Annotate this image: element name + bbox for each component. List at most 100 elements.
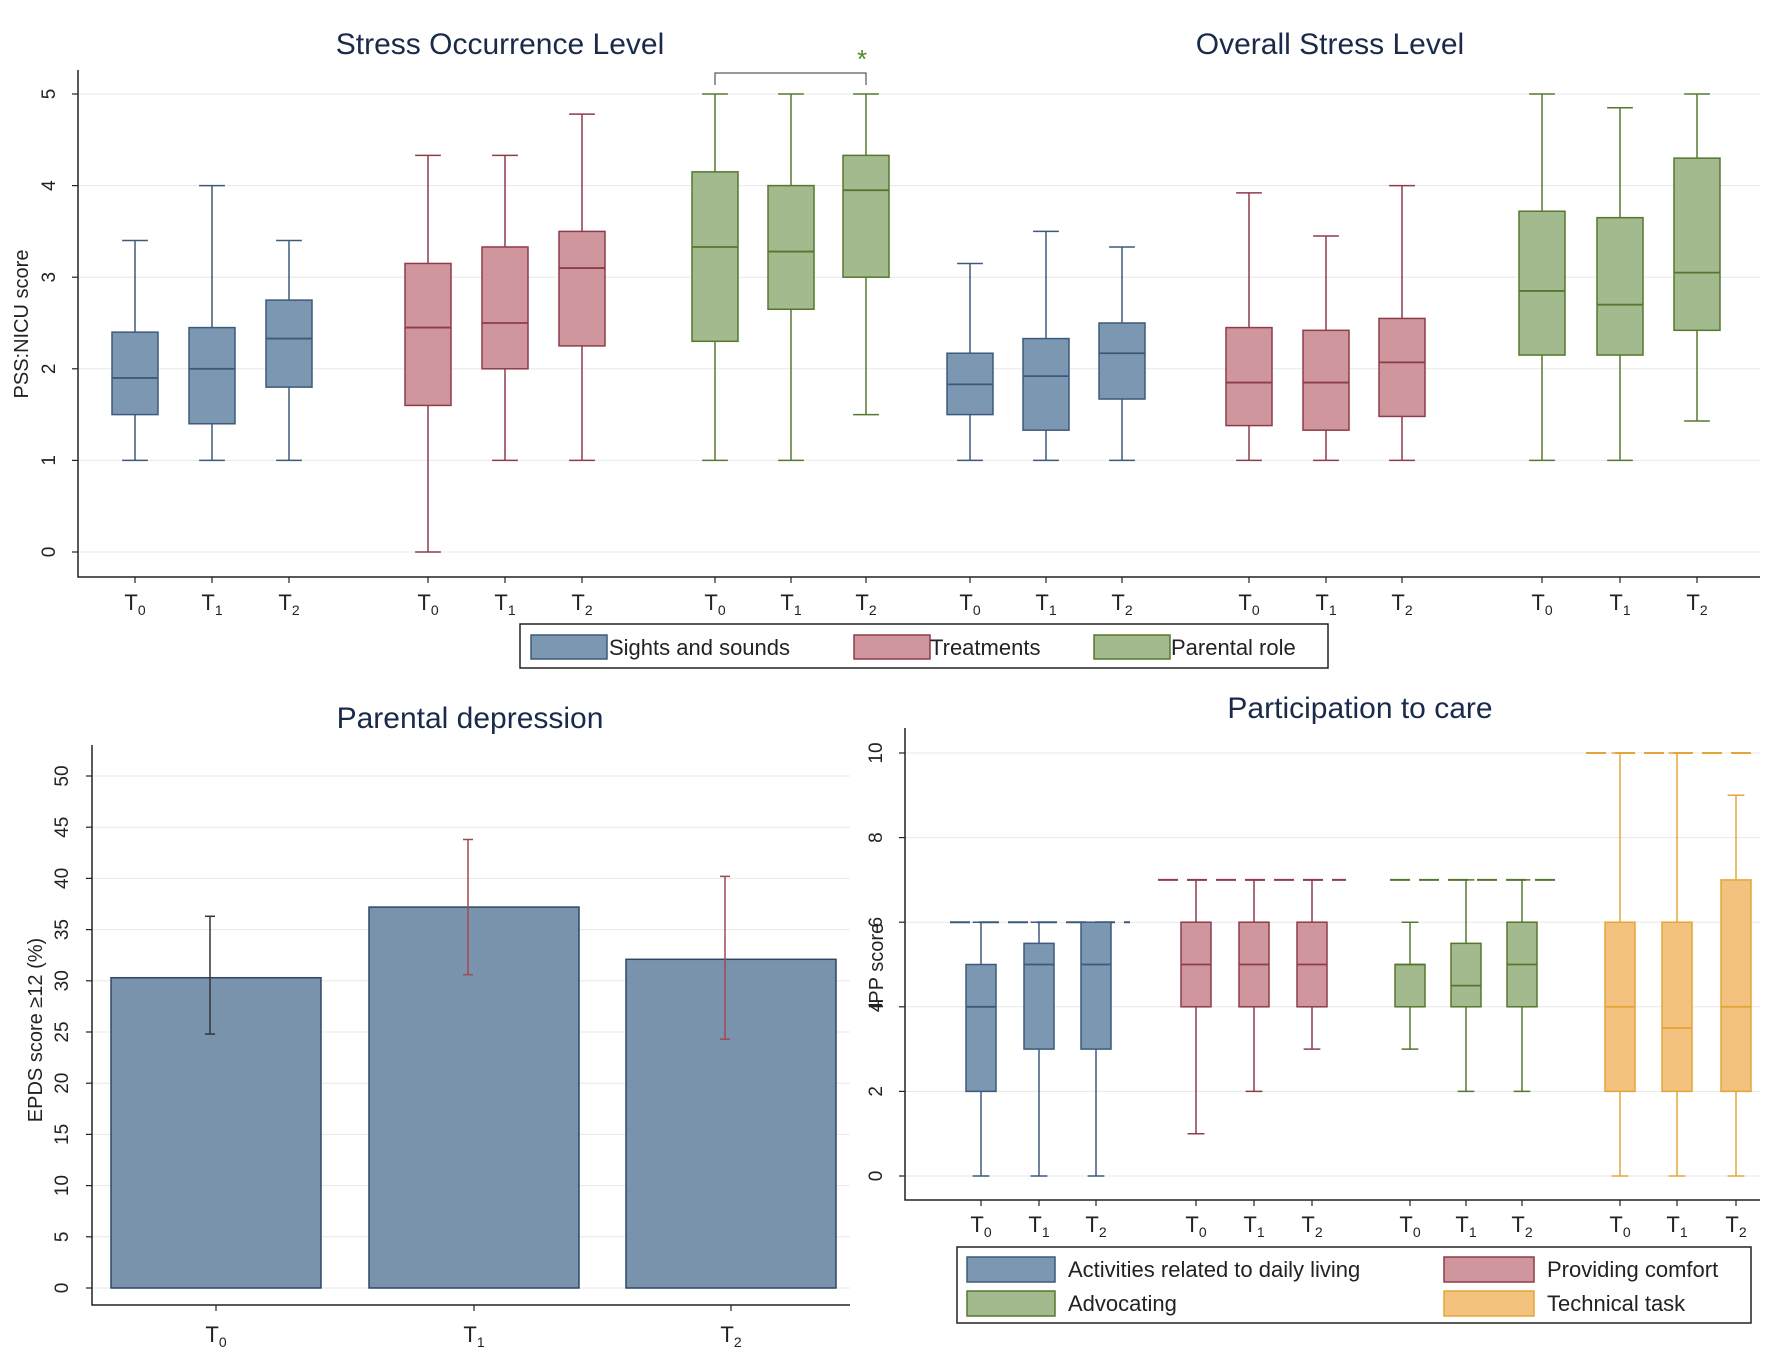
stress-ytick-label: 0: [39, 547, 60, 558]
participation-box: [1661, 752, 1693, 1177]
legend-label-sights-and-sounds: Sights and sounds: [609, 635, 790, 660]
stress-box-iqr: [1302, 329, 1350, 431]
participation-box: [1023, 921, 1055, 1177]
participation-ytick-label: 6: [866, 917, 887, 928]
depression-ytick-label: 15: [52, 1124, 73, 1145]
participation-box: [1180, 879, 1212, 1135]
legend-swatch-daily-living: [966, 1256, 1056, 1283]
stress-box-iqr: [481, 246, 529, 370]
stress-box: [691, 93, 739, 462]
stress-box: [1022, 230, 1070, 462]
stress-box-iqr: [1022, 337, 1070, 431]
participation-ytick-label: 10: [866, 742, 887, 763]
stress-box: [481, 154, 529, 462]
stress-box: [188, 184, 236, 462]
participation-box-iqr: [1720, 879, 1752, 1093]
participation-ytick-label: 2: [866, 1086, 887, 1097]
legend-label-providing-comfort: Providing comfort: [1547, 1257, 1718, 1282]
stress-box: [1098, 246, 1146, 462]
stress-box: [404, 154, 452, 553]
legend-label-technical-task: Technical task: [1547, 1291, 1686, 1316]
depression-ytick-label: 35: [52, 919, 73, 940]
depression-y-axis-label: EPDS score ≥12 (%): [25, 938, 47, 1122]
stress-ytick-label: 5: [39, 89, 60, 100]
legend-swatch-parental-role: [1093, 634, 1171, 660]
depression-ytick-label: 25: [52, 1021, 73, 1042]
depression-ytick-label: 50: [52, 765, 73, 786]
participation-legend: Activities related to daily living Provi…: [956, 1246, 1752, 1324]
stress-box-iqr: [1378, 317, 1426, 418]
stress-box-iqr: [1518, 210, 1566, 356]
stress-y-axis-label: PSS:NICU score: [11, 250, 33, 399]
stress-box-iqr: [691, 171, 739, 343]
depression-ytick-label: 20: [52, 1073, 73, 1094]
legend-swatch-providing-comfort: [1443, 1256, 1535, 1283]
participation-axes: [904, 728, 1760, 1201]
participation-legend-frame: [956, 1246, 1752, 1324]
participation-box-iqr: [1394, 963, 1426, 1008]
stress-box: [767, 93, 815, 462]
depression-ytick-label: 0: [52, 1283, 73, 1294]
participation-box: [1296, 879, 1328, 1050]
legend-swatch-sights-and-sounds: [530, 634, 608, 660]
participation-ytick-label: 4: [866, 1001, 887, 1012]
participation-title: Participation to care: [1227, 692, 1492, 725]
stress-box: [1378, 184, 1426, 462]
stress-box-iqr: [404, 262, 452, 407]
overall-stress-title: Overall Stress Level: [1196, 28, 1464, 61]
stress-box: [946, 262, 994, 462]
significance-star: *: [857, 44, 867, 74]
legend-label-parental-role: Parental role: [1171, 635, 1296, 660]
stress-box-iqr: [1673, 157, 1721, 332]
participation-box-iqr: [965, 963, 997, 1093]
stress-ytick-label: 2: [39, 364, 60, 375]
legend-swatch-advocating: [966, 1290, 1056, 1317]
participation-box: [1080, 921, 1112, 1177]
participation-box: [1604, 752, 1636, 1177]
stress-box: [111, 239, 159, 462]
depression-title: Parental depression: [337, 702, 604, 735]
stress-box-iqr: [1596, 216, 1644, 356]
stress-box: [1518, 93, 1566, 462]
stress-panel: Stress Occurrence Level Overall Stress L…: [11, 28, 1760, 669]
stress-box-iqr: [265, 299, 313, 388]
depression-bar: [625, 958, 837, 1289]
depression-ytick-label: 45: [52, 817, 73, 838]
depression-ytick-label: 30: [52, 970, 73, 991]
participation-box: [1506, 879, 1538, 1093]
significance-bracket: [714, 72, 867, 85]
stress-box-iqr: [1225, 326, 1273, 427]
participation-box: [1720, 794, 1752, 1177]
stress-box-iqr: [558, 230, 606, 347]
depression-panel: Parental depression 0 5 10 15 20 25 30 35 40 45 50…: [25, 702, 850, 1350]
participation-box: [1394, 921, 1426, 1050]
stress-box: [842, 93, 890, 416]
stress-legend: Sights and sounds Treatments Parental ro…: [519, 623, 1329, 669]
participation-box-iqr: [1080, 921, 1112, 1050]
legend-label-treatments: Treatments: [930, 635, 1040, 660]
legend-label-daily-living: Activities related to daily living: [1068, 1257, 1360, 1282]
stress-box: [1596, 106, 1644, 462]
stress-occurrence-title: Stress Occurrence Level: [336, 28, 664, 61]
depression-bar: [110, 976, 322, 1289]
legend-label-advocating: Advocating: [1068, 1291, 1177, 1316]
participation-box: [1238, 879, 1270, 1093]
participation-box: [965, 921, 997, 1177]
stress-box: [265, 239, 313, 462]
participation-y-axis-label: IPP score: [866, 923, 888, 1009]
stress-box: [1302, 235, 1350, 462]
legend-swatch-technical-task: [1443, 1290, 1535, 1317]
participation-ytick-label: 0: [866, 1171, 887, 1182]
stress-box: [1225, 192, 1273, 462]
stress-box-iqr: [767, 184, 815, 311]
stress-box-iqr: [1098, 322, 1146, 400]
depression-axes: [91, 745, 850, 1306]
depression-ytick-label: 40: [52, 868, 73, 889]
stress-ytick-label: 3: [39, 272, 60, 283]
depression-ytick-label: 10: [52, 1175, 73, 1196]
stress-ytick-label: 4: [39, 180, 60, 191]
participation-box-iqr: [1450, 942, 1482, 1008]
depression-ytick-label: 5: [52, 1232, 73, 1243]
